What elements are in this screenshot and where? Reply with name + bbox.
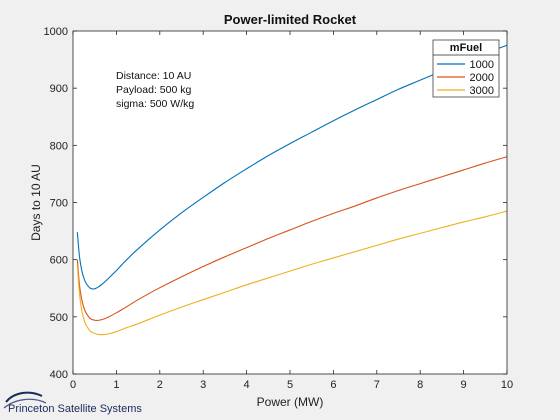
x-tick-label: 0 bbox=[70, 379, 76, 391]
annotation-payload: Payload: 500 kg bbox=[116, 84, 191, 96]
annotation-block: Distance: 10 AU Payload: 500 kg sigma: 5… bbox=[116, 70, 194, 110]
legend-label-3000: 3000 bbox=[470, 85, 494, 97]
x-tick-label: 9 bbox=[461, 379, 467, 391]
legend-label-1000: 1000 bbox=[470, 59, 494, 71]
chart-title: Power-limited Rocket bbox=[224, 12, 357, 27]
x-axis-title: Power (MW) bbox=[257, 395, 324, 409]
y-tick-label: 700 bbox=[50, 198, 68, 210]
x-tick-label: 10 bbox=[501, 379, 513, 391]
x-tick-label: 4 bbox=[244, 379, 250, 391]
company-logo: Princeton Satellite Systems bbox=[4, 393, 142, 415]
x-tick-label: 2 bbox=[157, 379, 163, 391]
x-tick-label: 5 bbox=[287, 379, 293, 391]
y-tick-label: 800 bbox=[50, 140, 68, 152]
x-tick-label: 7 bbox=[374, 379, 380, 391]
y-tick-label: 500 bbox=[50, 312, 68, 324]
x-tick-label: 6 bbox=[330, 379, 336, 391]
legend-label-2000: 2000 bbox=[470, 72, 494, 84]
logo-swoosh-icon bbox=[6, 393, 42, 402]
x-tick-label: 3 bbox=[200, 379, 206, 391]
annotation-sigma: sigma: 500 W/kg bbox=[116, 98, 194, 110]
annotation-distance: Distance: 10 AU bbox=[116, 70, 191, 82]
y-tick-label: 900 bbox=[50, 83, 68, 95]
y-tick-label: 400 bbox=[50, 369, 68, 381]
y-axis-title: Days to 10 AU bbox=[29, 164, 43, 241]
x-tick-label: 8 bbox=[417, 379, 423, 391]
x-tick-label: 1 bbox=[113, 379, 119, 391]
y-tick-label: 600 bbox=[50, 255, 68, 267]
legend-title: mFuel bbox=[450, 42, 482, 54]
y-tick-label: 1000 bbox=[44, 26, 68, 38]
logo-text: Princeton Satellite Systems bbox=[8, 403, 142, 415]
